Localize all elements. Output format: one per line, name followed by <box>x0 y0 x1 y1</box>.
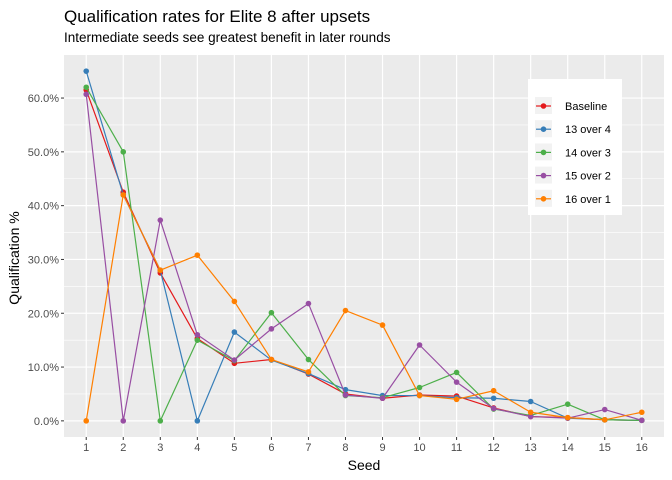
y-tick-label: 50.0% <box>28 147 59 159</box>
data-point <box>601 406 608 413</box>
y-tick-label: 60.0% <box>28 93 59 105</box>
data-point <box>638 409 645 416</box>
data-point <box>305 369 312 375</box>
data-point <box>120 149 127 155</box>
y-tick-label: 10.0% <box>28 362 59 374</box>
x-tick-label: 8 <box>342 442 348 454</box>
data-point <box>231 298 238 305</box>
legend-key-point <box>540 149 547 156</box>
data-point <box>453 396 460 403</box>
data-point <box>527 398 534 405</box>
x-axis-title: Seed <box>348 457 381 473</box>
data-point <box>305 356 312 363</box>
series-line <box>85 194 642 421</box>
legend-label: Baseline <box>565 101 607 113</box>
x-tick-label: 12 <box>488 442 500 454</box>
data-point <box>194 252 201 258</box>
series-layer <box>83 68 645 424</box>
data-point <box>342 307 349 314</box>
series-16-over-1 <box>83 192 645 424</box>
data-point <box>527 409 534 416</box>
x-tick-label: 10 <box>413 442 425 454</box>
x-tick-label: 3 <box>157 442 163 454</box>
data-point <box>490 395 497 402</box>
legend-key-point <box>540 196 547 202</box>
x-tick-label: 5 <box>231 442 237 454</box>
data-point <box>194 337 201 343</box>
data-point <box>83 84 90 91</box>
data-point <box>268 309 275 316</box>
y-tick-label: 40.0% <box>28 201 59 213</box>
data-point <box>268 356 275 363</box>
x-tick-label: 15 <box>599 442 611 454</box>
x-axis: 1 2 3 4 5 6 7 8 9 10 11 12 13 14 15 16 <box>83 437 648 454</box>
x-tick-label: 16 <box>636 442 648 454</box>
legend-key-point <box>540 126 547 132</box>
data-point <box>601 416 608 423</box>
data-point <box>416 342 423 348</box>
data-point <box>157 418 164 424</box>
legend-key-point <box>540 172 547 179</box>
legend: Baseline 13 over 4 14 over 3 15 over 2 16 ov… <box>528 79 622 215</box>
x-tick-label: 14 <box>562 442 574 454</box>
x-tick-label: 11 <box>451 442 462 454</box>
x-tick-label: 4 <box>194 442 200 454</box>
data-point <box>268 326 275 332</box>
data-point <box>564 401 571 407</box>
data-point <box>453 379 460 385</box>
x-tick-label: 9 <box>379 442 385 454</box>
y-tick-label: 0.0% <box>34 416 59 428</box>
data-point <box>157 267 164 274</box>
data-point <box>231 357 238 363</box>
data-point <box>83 91 90 98</box>
data-point <box>157 217 164 223</box>
data-point <box>490 387 497 394</box>
y-axis-title: Qualification % <box>6 211 22 304</box>
legend-item: 13 over 4 <box>535 120 611 138</box>
data-point <box>416 384 423 391</box>
data-point <box>120 192 127 198</box>
data-point <box>453 369 460 376</box>
data-point <box>527 413 534 420</box>
data-point <box>194 331 201 338</box>
data-point <box>305 300 312 307</box>
legend-item: 14 over 3 <box>535 143 611 161</box>
data-point <box>416 392 423 399</box>
legend-item: 15 over 2 <box>535 166 611 184</box>
x-tick-label: 2 <box>120 442 126 454</box>
legend-item: 16 over 1 <box>535 189 611 207</box>
legend-label: 15 over 2 <box>565 171 611 183</box>
x-tick-label: 6 <box>268 442 274 454</box>
data-point <box>231 329 238 335</box>
legend-label: 14 over 3 <box>565 147 611 159</box>
y-tick-label: 20.0% <box>28 308 59 320</box>
legend-item: Baseline <box>535 97 607 114</box>
data-point <box>379 395 386 402</box>
chart-title: Qualification rates for Elite 8 after up… <box>64 7 370 26</box>
series-line <box>85 94 642 422</box>
data-point <box>379 322 386 328</box>
x-tick-label: 7 <box>305 442 311 454</box>
legend-label: 13 over 4 <box>565 124 611 136</box>
data-point <box>194 418 201 424</box>
y-tick-label: 30.0% <box>28 254 59 266</box>
chart-subtitle: Intermediate seeds see greatest benefit … <box>64 30 391 45</box>
legend-label: 16 over 1 <box>565 194 611 206</box>
x-tick-label: 1 <box>83 442 89 454</box>
data-point <box>490 405 497 412</box>
data-point <box>638 417 645 424</box>
y-axis: 0.0% 10.0% 20.0% 30.0% 40.0% 50.0% 60.0% <box>28 93 64 428</box>
legend-key-point <box>540 103 547 109</box>
x-tick-label: 13 <box>525 442 537 454</box>
data-point <box>120 418 127 424</box>
data-point <box>342 392 349 398</box>
data-point <box>564 414 571 421</box>
data-point <box>83 68 90 74</box>
data-point <box>83 418 90 424</box>
